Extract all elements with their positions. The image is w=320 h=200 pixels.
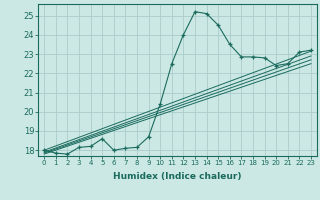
X-axis label: Humidex (Indice chaleur): Humidex (Indice chaleur) xyxy=(113,172,242,181)
